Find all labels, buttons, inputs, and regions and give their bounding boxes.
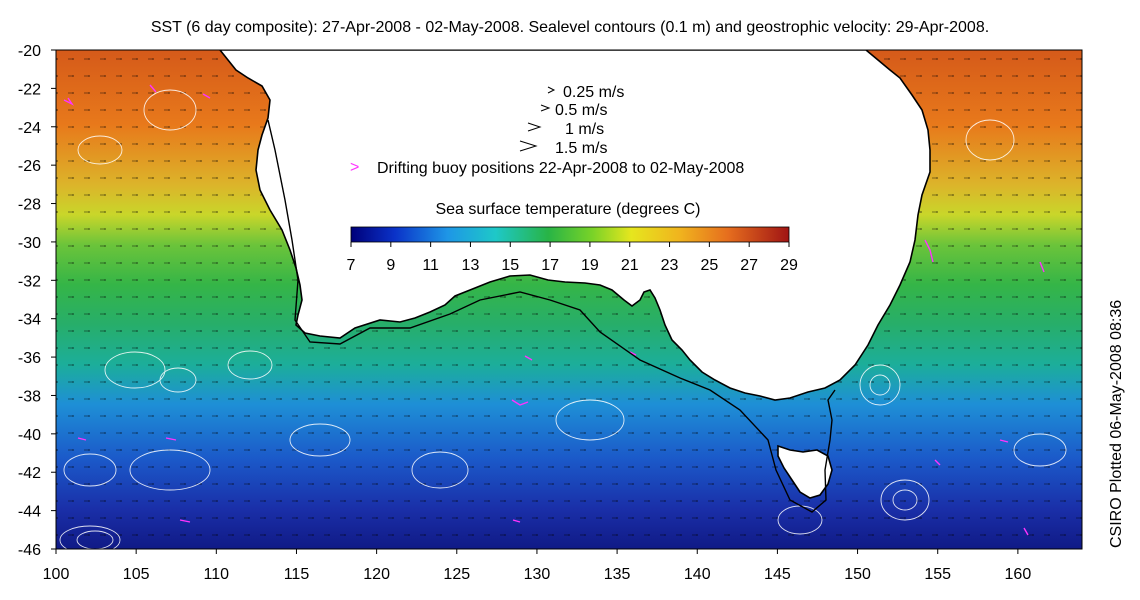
x-tick-label: 115 xyxy=(284,566,310,583)
y-tick-label: -22 xyxy=(18,81,41,98)
colorbar-tick-label: 9 xyxy=(386,257,395,274)
legend-speed-2: 0.5 m/s xyxy=(540,102,607,119)
x-tick-label: 125 xyxy=(443,566,470,583)
x-tick-label: 155 xyxy=(924,566,951,583)
colorbar-tick-label: 19 xyxy=(581,257,599,274)
x-tick-label: 110 xyxy=(204,566,230,583)
tasmania xyxy=(777,444,833,499)
colorbar-tick-label: 29 xyxy=(780,257,798,274)
legend-speed-3: 1 m/s xyxy=(527,121,604,138)
drifting-buoy-tracks xyxy=(63,84,1045,536)
colorbar-tick-label: 15 xyxy=(501,257,519,274)
legend-speed-4-label: 1.5 m/s xyxy=(555,140,607,157)
buoy-marker-icon: > xyxy=(350,159,359,176)
y-axis: -20 -22 -24 -26 -28 -30 -32 -34 -36 -38 -40 -42 -44 -… xyxy=(18,43,56,559)
x-tick-label: 135 xyxy=(604,566,631,583)
y-tick-label: -30 xyxy=(18,235,41,252)
colorbar-tick-label: 27 xyxy=(740,257,758,274)
colorbar-title: Sea surface temperature (degrees C) xyxy=(435,201,700,218)
colorbar-tick-label: 23 xyxy=(661,257,679,274)
colorbar-tick-label: 17 xyxy=(541,257,559,274)
x-tick-label: 100 xyxy=(43,566,70,583)
colorbar-tick-label: 21 xyxy=(621,257,639,274)
plot-frame xyxy=(55,49,1083,550)
x-tick-label: 120 xyxy=(363,566,390,583)
colorbar-tick-label: 13 xyxy=(462,257,480,274)
legend-speed-3-label: 1 m/s xyxy=(565,121,604,138)
y-tick-label: -32 xyxy=(18,273,41,290)
map-title: SST (6 day composite): 27-Apr-2008 - 02-… xyxy=(150,19,990,36)
x-tick-label: 145 xyxy=(764,566,791,583)
y-tick-label: -46 xyxy=(18,542,41,559)
x-tick-label: 105 xyxy=(123,566,150,583)
colorbar-tick-label: 11 xyxy=(422,257,439,274)
x-tick-label: 150 xyxy=(844,566,871,583)
colorbar-tick-label: 25 xyxy=(700,257,718,274)
mainland-australia xyxy=(218,50,931,401)
legend-speed-4: 1.5 m/s xyxy=(519,140,607,157)
y-tick-label: -34 xyxy=(18,312,41,329)
y-tick-label: -28 xyxy=(18,197,41,214)
legend-speed-2-label: 0.5 m/s xyxy=(555,102,607,119)
x-axis: 100 105 110 115 120 125 130 135 140 145 150 155 160 xyxy=(43,549,1032,583)
australia-landmass xyxy=(218,50,931,499)
colorbar-gradient xyxy=(350,226,790,243)
legend-speed-1-label: 0.25 m/s xyxy=(563,84,624,101)
y-tick-label: -42 xyxy=(18,465,41,482)
y-tick-label: -24 xyxy=(18,120,41,137)
sealevel-line xyxy=(267,119,836,513)
x-tick-label: 140 xyxy=(684,566,711,583)
legend-buoy-label: Drifting buoy positions 22-Apr-2008 to 0… xyxy=(377,160,744,177)
colorbar-tick-label: 7 xyxy=(347,257,356,274)
colorbar-ticks: 7 9 11 13 15 17 19 21 23 25 27 29 xyxy=(347,242,798,274)
y-tick-label: -38 xyxy=(18,388,41,405)
colorbar: Sea surface temperature (degrees C) 7 9 11… xyxy=(347,201,798,274)
credit-text: CSIRO Plotted 06-May-2008 08:36 xyxy=(1108,299,1125,548)
x-tick-label: 160 xyxy=(1005,566,1032,583)
x-tick-label: 130 xyxy=(524,566,551,583)
legend-speed-1: 0.25 m/s xyxy=(547,84,624,101)
y-tick-label: -36 xyxy=(18,350,41,367)
map-plot-area xyxy=(56,50,1082,549)
y-tick-label: -44 xyxy=(18,504,41,521)
y-tick-label: -40 xyxy=(18,427,41,444)
sealevel-contours xyxy=(59,89,1067,549)
velocity-legend: 0.25 m/s 0.5 m/s 1 m/s 1.5 m/s > Driftin… xyxy=(350,84,744,177)
y-tick-label: -20 xyxy=(18,43,41,60)
legend-buoy: > Drifting buoy positions 22-Apr-2008 to… xyxy=(350,159,744,177)
y-tick-label: -26 xyxy=(18,158,41,175)
